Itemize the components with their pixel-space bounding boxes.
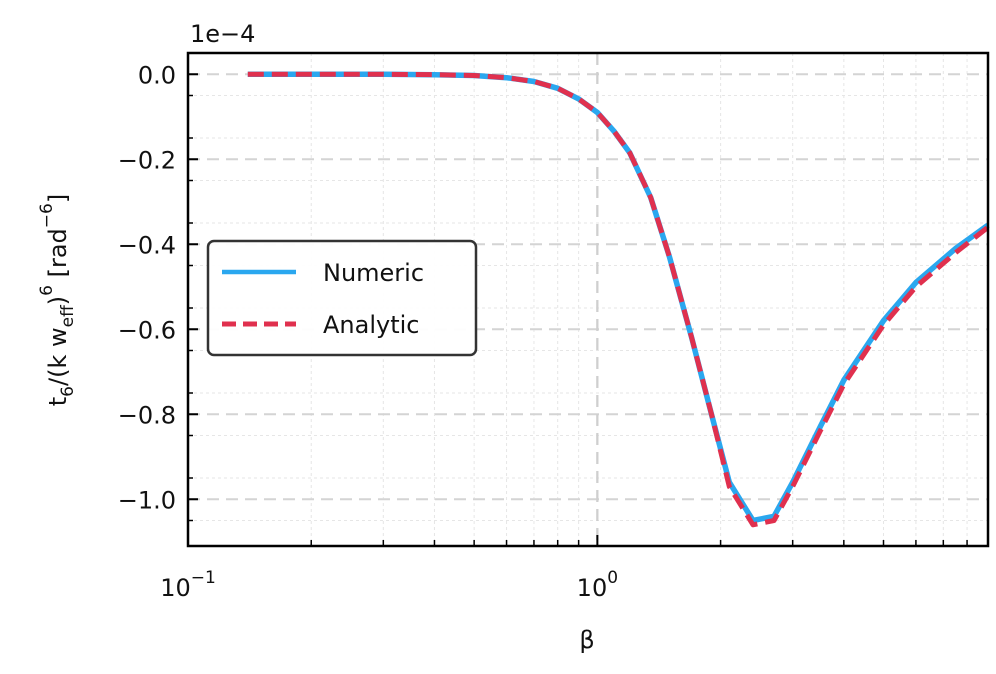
x-tick-label: 100: [577, 568, 618, 602]
x-axis-title: β: [579, 626, 594, 654]
y-axis-title: t6/(k weff)6 [rad−6]: [37, 194, 78, 406]
legend-numeric-label: Numeric: [323, 259, 424, 287]
series-line-analytic: [247, 71, 990, 528]
offset-label: 1e−4: [190, 20, 255, 48]
x-tick-label: 10−1: [160, 568, 216, 602]
legend-analytic-label: Analytic: [323, 311, 419, 339]
y-tick-label: −0.8: [118, 401, 176, 429]
y-tick-label: 0.0: [138, 61, 176, 89]
plot-frame: [186, 51, 990, 548]
y-tick-label: −0.4: [118, 231, 176, 259]
series-layer: [247, 71, 990, 528]
tick-labels: 0.0 −0.2 −0.4 −0.6 −0.8 −1.0 10−1 100: [118, 61, 618, 602]
legend: Numeric Analytic: [206, 239, 478, 357]
y-tick-label: −0.2: [118, 146, 176, 174]
y-tick-label: −0.6: [118, 316, 176, 344]
y-tick-label: −1.0: [118, 486, 176, 514]
